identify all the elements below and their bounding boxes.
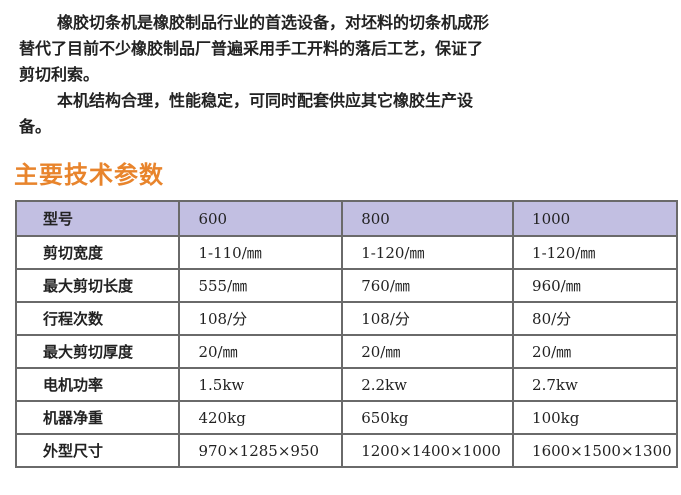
intro-text: 橡胶切条机是橡胶制品行业的首选设备，对坯料的切条机成形替代了目前不少橡胶制品厂普… — [19, 10, 489, 140]
table-row: 外型尺寸 970×1285×950 1200×1400×1000 1600×1500×… — [14, 433, 678, 468]
header-cell: 1000 — [512, 200, 678, 237]
cell-value: 555/㎜ — [178, 268, 344, 303]
table-row: 最大剪切长度 555/㎜ 760/㎜ 960/㎜ — [14, 268, 678, 303]
row-label: 机器净重 — [14, 400, 181, 435]
spec-table: 型号 600 800 1000 剪切宽度 1-110/㎜ 1-120/㎜ 1-120/… — [14, 200, 678, 468]
cell-value: 20/㎜ — [341, 334, 515, 369]
header-cell: 型号 — [14, 200, 181, 237]
cell-value: 970×1285×950 — [178, 433, 344, 468]
table-header-row: 型号 600 800 1000 — [14, 200, 678, 237]
table-row: 剪切宽度 1-110/㎜ 1-120/㎜ 1-120/㎜ — [14, 235, 678, 270]
cell-value: 1600×1500×1300 — [512, 433, 678, 468]
header-cell: 800 — [341, 200, 515, 237]
cell-value: 760/㎜ — [341, 268, 515, 303]
cell-value: 100kg — [512, 400, 678, 435]
row-label: 电机功率 — [14, 367, 181, 402]
table-row: 最大剪切厚度 20/㎜ 20/㎜ 20/㎜ — [14, 334, 678, 369]
row-label: 外型尺寸 — [14, 433, 181, 468]
cell-value: 20/㎜ — [178, 334, 344, 369]
cell-value: 1-120/㎜ — [341, 235, 515, 270]
table-row: 行程次数 108/分 108/分 80/分 — [14, 301, 678, 336]
table-row: 机器净重 420kg 650kg 100kg — [14, 400, 678, 435]
cell-value: 2.2kw — [341, 367, 515, 402]
row-label: 最大剪切厚度 — [14, 334, 181, 369]
section-title: 主要技术参数 — [14, 161, 164, 189]
table-row: 电机功率 1.5kw 2.2kw 2.7kw — [14, 367, 678, 402]
cell-value: 2.7kw — [512, 367, 678, 402]
cell-value: 420kg — [178, 400, 344, 435]
cell-value: 1-110/㎜ — [178, 235, 344, 270]
cell-value: 1200×1400×1000 — [341, 433, 515, 468]
row-label: 剪切宽度 — [14, 235, 181, 270]
intro-paragraph: 本机结构合理，性能稳定，可同时配套供应其它橡胶生产设备。 — [19, 91, 474, 136]
cell-value: 960/㎜ — [512, 268, 678, 303]
intro-paragraph: 橡胶切条机是橡胶制品行业的首选设备，对坯料的切条机成形替代了目前不少橡胶制品厂普… — [19, 13, 490, 84]
cell-value: 1.5kw — [178, 367, 344, 402]
header-cell: 600 — [178, 200, 344, 237]
cell-value: 108/分 — [341, 301, 515, 336]
cell-value: 20/㎜ — [512, 334, 678, 369]
cell-value: 650kg — [341, 400, 515, 435]
cell-value: 108/分 — [178, 301, 344, 336]
cell-value: 80/分 — [512, 301, 678, 336]
row-label: 行程次数 — [14, 301, 181, 336]
cell-value: 1-120/㎜ — [512, 235, 678, 270]
row-label: 最大剪切长度 — [14, 268, 181, 303]
